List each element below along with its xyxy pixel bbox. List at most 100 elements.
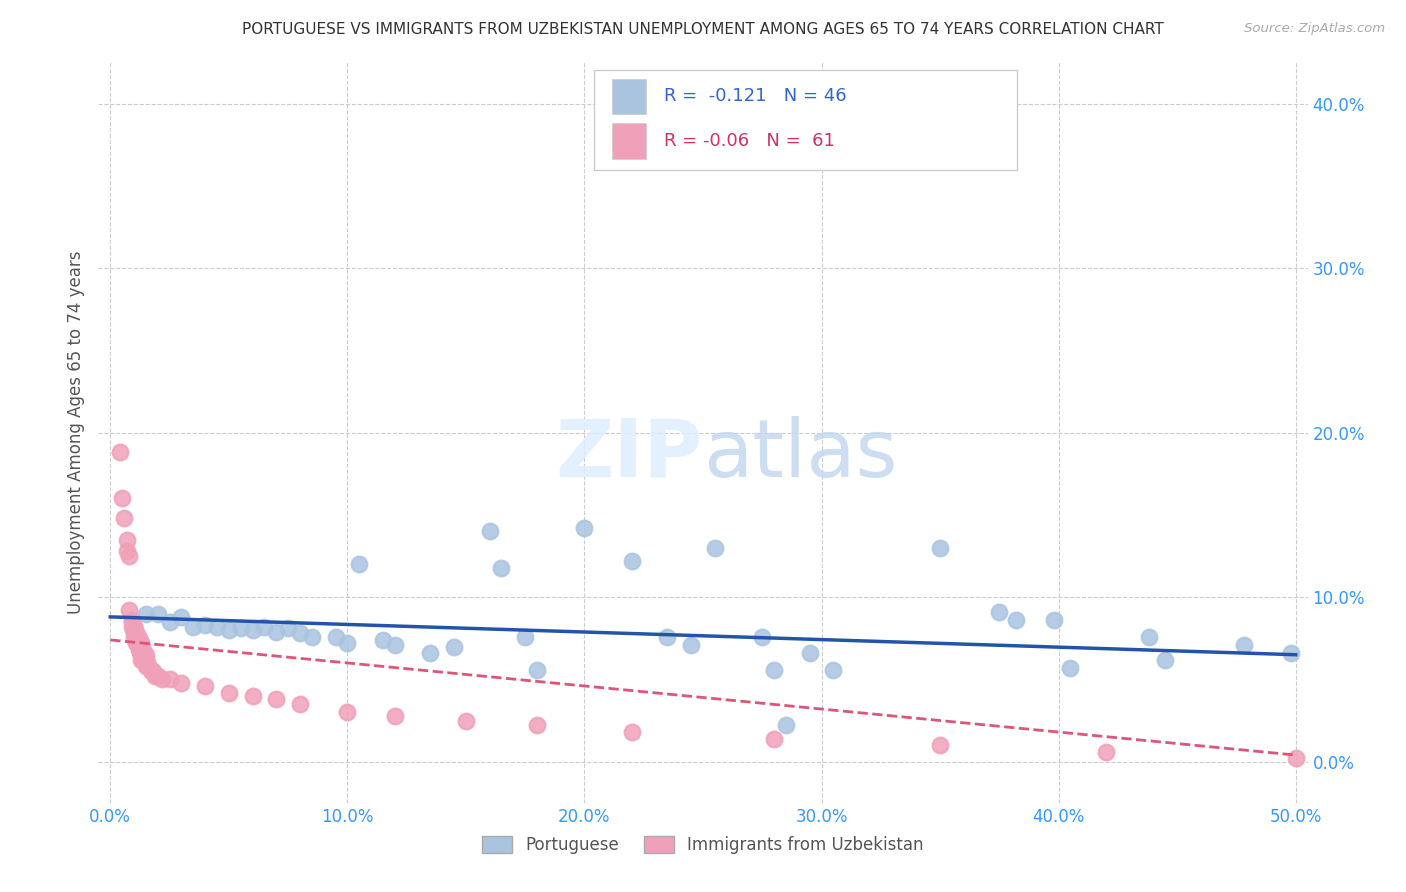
Y-axis label: Unemployment Among Ages 65 to 74 years: Unemployment Among Ages 65 to 74 years — [66, 251, 84, 615]
Point — [703, 541, 725, 555]
Point — [194, 679, 217, 693]
Point — [159, 673, 181, 687]
Point — [122, 620, 145, 634]
Point — [170, 610, 193, 624]
Point — [135, 659, 157, 673]
Point — [858, 129, 880, 144]
Point — [159, 615, 181, 629]
Point — [823, 663, 845, 677]
Point — [681, 638, 703, 652]
Text: R = -0.06   N =  61: R = -0.06 N = 61 — [664, 132, 835, 150]
Point — [288, 626, 311, 640]
Point — [763, 663, 786, 677]
Point — [114, 511, 136, 525]
Point — [129, 642, 152, 657]
Text: Source: ZipAtlas.com: Source: ZipAtlas.com — [1244, 22, 1385, 36]
Point — [146, 607, 169, 621]
Point — [1154, 653, 1177, 667]
Bar — [595, 70, 1018, 169]
Point — [478, 524, 501, 539]
Point — [143, 669, 166, 683]
Point — [620, 725, 643, 739]
Point — [135, 607, 157, 621]
Point — [1137, 630, 1160, 644]
Point — [371, 632, 394, 647]
Legend: Portuguese, Immigrants from Uzbekistan: Portuguese, Immigrants from Uzbekistan — [475, 830, 931, 861]
Point — [264, 624, 287, 639]
Point — [799, 646, 821, 660]
Point — [129, 636, 152, 650]
Point — [136, 659, 159, 673]
Point — [129, 636, 152, 650]
Point — [325, 630, 347, 644]
Point — [125, 626, 148, 640]
Point — [253, 620, 276, 634]
Point — [526, 718, 548, 732]
Point — [122, 632, 145, 646]
Point — [129, 648, 152, 662]
Point — [152, 673, 174, 687]
Point — [347, 558, 370, 572]
Point — [336, 706, 359, 720]
Point — [751, 630, 773, 644]
Point — [384, 638, 406, 652]
Point — [526, 663, 548, 677]
Point — [122, 626, 145, 640]
Point — [128, 636, 150, 650]
Point — [1279, 646, 1302, 660]
Point — [264, 692, 287, 706]
Point — [205, 620, 228, 634]
Point — [125, 636, 148, 650]
Point — [229, 621, 252, 635]
Point — [135, 653, 157, 667]
Bar — [613, 123, 647, 159]
Point — [657, 630, 679, 644]
Point — [277, 621, 299, 635]
Point — [1005, 613, 1028, 627]
Point — [128, 632, 150, 646]
Point — [129, 642, 152, 657]
Point — [132, 653, 155, 667]
Point — [132, 648, 155, 662]
Point — [121, 620, 143, 634]
Point — [763, 731, 786, 746]
Point — [122, 620, 145, 634]
Point — [775, 718, 797, 732]
Text: PORTUGUESE VS IMMIGRANTS FROM UZBEKISTAN UNEMPLOYMENT AMONG AGES 65 TO 74 YEARS : PORTUGUESE VS IMMIGRANTS FROM UZBEKISTAN… — [242, 22, 1164, 37]
Point — [218, 685, 240, 699]
Point — [929, 738, 952, 752]
Point — [242, 623, 264, 637]
Point — [242, 689, 264, 703]
Point — [142, 664, 165, 678]
Point — [1095, 745, 1118, 759]
Point — [125, 626, 148, 640]
Point — [135, 648, 157, 662]
Point — [384, 708, 406, 723]
Point — [301, 630, 323, 644]
Point — [988, 605, 1011, 619]
Point — [454, 714, 477, 728]
Point — [129, 653, 152, 667]
Point — [574, 521, 596, 535]
Point — [1232, 638, 1254, 652]
Point — [139, 664, 162, 678]
Point — [194, 618, 217, 632]
Point — [181, 620, 204, 634]
Point — [136, 659, 159, 673]
Point — [1285, 751, 1308, 765]
Point — [129, 648, 152, 662]
Point — [515, 630, 537, 644]
Point — [1043, 613, 1066, 627]
Point — [111, 491, 134, 506]
Point — [218, 623, 240, 637]
Point — [121, 615, 143, 629]
Point — [132, 642, 155, 657]
Bar — [613, 78, 647, 114]
Point — [115, 533, 138, 547]
Point — [1059, 661, 1081, 675]
Point — [108, 445, 131, 459]
Text: R =  -0.121   N = 46: R = -0.121 N = 46 — [664, 87, 846, 105]
Point — [128, 642, 150, 657]
Point — [288, 697, 311, 711]
Point — [146, 669, 169, 683]
